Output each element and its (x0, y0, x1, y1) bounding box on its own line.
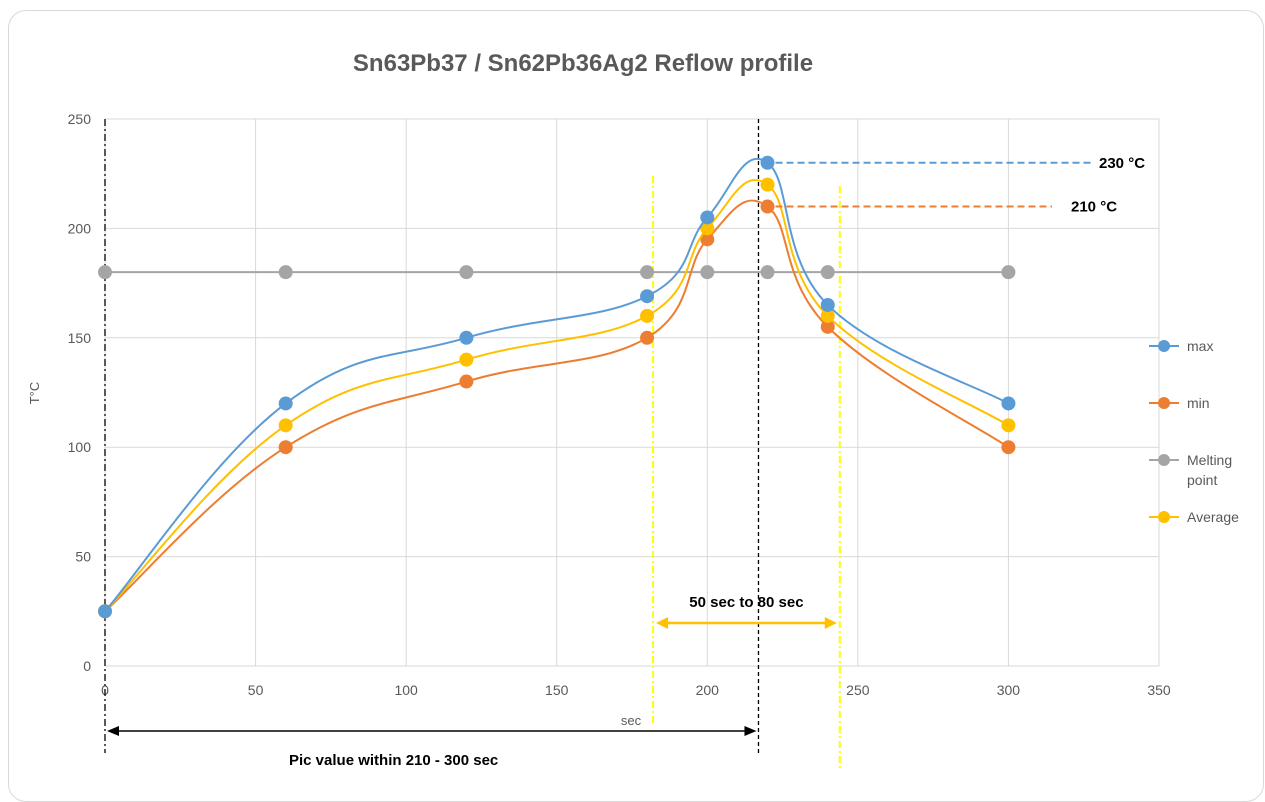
data-point-min (278, 440, 293, 455)
series-melting-point (98, 265, 1016, 280)
y-tick-label: 250 (68, 111, 92, 127)
x-tick-label: 250 (846, 682, 870, 698)
data-point-min (1001, 440, 1016, 455)
series-min (98, 199, 1016, 619)
legend-marker-max (1158, 340, 1170, 352)
x-axis-label: sec (621, 713, 642, 728)
chart-frame: Sn63Pb37 / Sn62Pb36Ag2 Reflow profile T°… (8, 10, 1264, 802)
data-point-average (640, 308, 655, 323)
data-point-max (700, 210, 715, 225)
reflow-chart: Sn63Pb37 / Sn62Pb36Ag2 Reflow profile T°… (27, 50, 1239, 771)
data-point-melting-point (459, 265, 474, 280)
legend-label-min: min (1187, 395, 1210, 411)
peak-max-label: 230 °C (1099, 155, 1145, 172)
chart-title: Sn63Pb37 / Sn62Pb36Ag2 Reflow profile (353, 50, 813, 77)
data-point-max (1001, 396, 1016, 411)
x-tick-label: 100 (394, 682, 418, 698)
x-tick-label: 150 (545, 682, 569, 698)
guide-lines (104, 119, 841, 771)
data-point-melting-point (1001, 265, 1016, 280)
data-point-max (820, 297, 835, 312)
data-point-max (640, 289, 655, 304)
data-point-max (760, 155, 775, 170)
data-point-melting-point (820, 265, 835, 280)
data-point-melting-point (98, 265, 112, 280)
y-tick-label: 0 (83, 658, 91, 674)
peak-time-arrow-head-left (107, 726, 119, 736)
peak-min-label: 210 °C (1071, 199, 1117, 216)
data-point-melting-point (760, 265, 775, 280)
legend-label-melting-point: Melting point (1187, 452, 1232, 488)
data-point-min (459, 374, 474, 389)
window-arrow-head-right (824, 617, 837, 629)
legend-label-max: max (1187, 338, 1213, 354)
data-point-average (1001, 418, 1016, 433)
window-duration-label: 50 sec to 80 sec (689, 594, 803, 611)
data-point-max (278, 396, 293, 411)
data-point-melting-point (278, 265, 293, 280)
data-point-min (820, 319, 835, 334)
series (98, 155, 1016, 619)
data-point-min (640, 330, 655, 345)
window-arrow-head-left (656, 617, 669, 629)
y-tick-label: 200 (68, 220, 92, 236)
x-tick-label: 200 (696, 682, 720, 698)
data-point-max (98, 604, 112, 619)
y-tick-label: 150 (68, 330, 92, 346)
data-point-average (459, 352, 474, 367)
legend-label-average: Average (1187, 509, 1239, 525)
legend: max min Melting point Average (1149, 338, 1239, 525)
data-point-average (760, 177, 775, 192)
y-tick-label: 100 (68, 439, 92, 455)
data-point-max (459, 330, 474, 345)
peak-time-arrow-head-right (744, 726, 757, 736)
x-tick-label: 50 (248, 682, 264, 698)
annotations: 230 °C 210 °C 50 sec to 80 sec Pic value wi… (107, 155, 1145, 769)
data-point-average (278, 418, 293, 433)
data-point-average (820, 308, 835, 323)
data-point-average (700, 221, 715, 236)
series-max (98, 155, 1016, 619)
legend-marker-average (1158, 511, 1170, 523)
legend-marker-melting-point (1158, 454, 1170, 466)
data-point-min (700, 232, 715, 247)
y-axis-label: T°C (27, 382, 42, 405)
y-tick-label: 50 (75, 549, 91, 565)
grid: 050100150200250300350050100150200250 (68, 111, 1171, 698)
x-tick-label: 300 (997, 682, 1021, 698)
legend-marker-min (1158, 397, 1170, 409)
data-point-min (760, 199, 775, 214)
data-point-melting-point (700, 265, 715, 280)
x-tick-label: 350 (1147, 682, 1171, 698)
data-point-melting-point (640, 265, 655, 280)
peak-time-label: Pic value within 210 - 300 sec (289, 752, 498, 769)
